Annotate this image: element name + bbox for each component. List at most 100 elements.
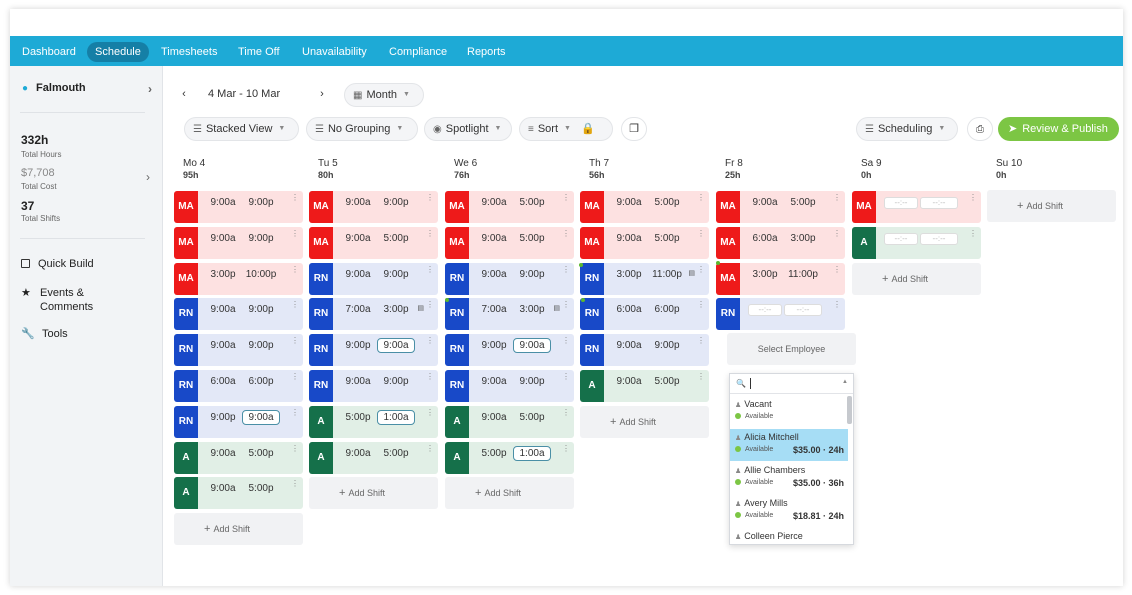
review-publish-button[interactable]: ➤ Review & Publish — [998, 117, 1119, 141]
shift-card[interactable]: A 9:00a 5:00p ⋮ — [174, 441, 303, 474]
select-employee-field[interactable]: Select Employee — [727, 333, 856, 365]
shift-start[interactable]: 9:00a — [616, 376, 642, 387]
shift-end[interactable]: 9:00p — [248, 197, 274, 208]
shift-card[interactable]: RN 7:00a 3:00p ▤ ⋮ — [309, 298, 438, 331]
employee-search[interactable]: 🔍 ▲ — [730, 374, 853, 394]
shift-end[interactable]: 9:00p — [383, 197, 409, 208]
shift-start[interactable]: 9:00a — [345, 268, 371, 280]
shift-end[interactable]: 9:00p — [248, 340, 274, 352]
shift-end[interactable]: 5:00p — [248, 483, 274, 495]
more-icon[interactable]: ⋮ — [426, 336, 434, 346]
shift-end[interactable]: --:-- — [920, 197, 958, 209]
prev-week-button[interactable]: ‹ — [174, 83, 194, 107]
shift-end[interactable]: 11:00p — [788, 268, 818, 280]
shift-end[interactable]: 9:00a — [377, 338, 415, 354]
nav-reports[interactable]: Reports — [467, 46, 506, 58]
period-select[interactable]: ▦ Month ▼ — [344, 83, 424, 107]
shift-card[interactable]: MA 9:00a 5:00p ⋮ — [309, 226, 438, 259]
more-icon[interactable]: ⋮ — [426, 264, 434, 274]
more-icon[interactable]: ⋮ — [426, 443, 434, 453]
more-icon[interactable]: ⋮ — [562, 228, 570, 238]
shift-end[interactable]: 3:00p — [383, 304, 409, 316]
more-icon[interactable]: ⋮ — [426, 372, 434, 381]
more-icon[interactable]: ⋮ — [291, 300, 299, 310]
shift-end[interactable]: 5:00p — [383, 232, 409, 244]
more-icon[interactable]: ⋮ — [833, 228, 841, 238]
more-icon[interactable]: ⋮ — [969, 193, 977, 202]
shift-card[interactable]: A 5:00p 1:00a ⋮ — [309, 405, 438, 438]
quick-build-item[interactable]: Quick Build — [21, 258, 94, 270]
shift-card[interactable]: RN 9:00p 9:00a ⋮ — [309, 334, 438, 367]
shift-card[interactable]: MA --:-- --:-- ⋮ — [852, 191, 981, 223]
shift-start[interactable]: 3:00p — [616, 268, 642, 280]
shift-end[interactable]: --:-- — [920, 232, 958, 245]
chevron-right-icon[interactable]: › — [146, 170, 150, 184]
shift-start[interactable]: 9:00a — [210, 232, 236, 244]
shift-end[interactable]: 9:00a — [513, 338, 551, 354]
shift-end[interactable]: 9:00p — [519, 268, 545, 280]
shift-card[interactable]: RN 6:00a 6:00p ⋮ — [580, 298, 709, 331]
events-comments-item[interactable]: ★ Events & Comments — [21, 286, 101, 314]
shift-start[interactable]: 9:00a — [345, 232, 371, 244]
add-shift-button[interactable]: + Add Shift — [445, 477, 574, 510]
shift-end[interactable]: 5:00p — [654, 232, 680, 244]
shift-start[interactable]: 6:00a — [616, 304, 642, 316]
more-icon[interactable]: ⋮ — [291, 336, 299, 346]
shift-card[interactable]: MA 3:00p 11:00p ⋮ — [716, 262, 845, 295]
shift-card[interactable]: A 9:00a 5:00p ⋮ — [580, 370, 709, 402]
more-icon[interactable]: ⋮ — [291, 443, 299, 453]
add-shift-button[interactable]: + Add Shift — [580, 405, 709, 438]
more-icon[interactable]: ⋮ — [562, 264, 570, 274]
shift-start[interactable]: 9:00a — [481, 411, 507, 423]
more-icon[interactable]: ⋮ — [562, 443, 570, 453]
more-icon[interactable]: ⋮ — [562, 407, 570, 417]
more-icon[interactable]: ⋮ — [291, 407, 299, 417]
shift-start[interactable]: 5:00p — [345, 411, 371, 423]
spotlight-select[interactable]: ◉ Spotlight ▼ — [424, 117, 512, 141]
shift-start[interactable]: 9:00a — [210, 197, 236, 208]
more-icon[interactable]: ⋮ — [697, 300, 705, 310]
shift-end[interactable]: 9:00a — [242, 409, 280, 425]
shift-end[interactable]: 9:00p — [383, 376, 409, 387]
shift-start[interactable]: 9:00p — [345, 340, 371, 352]
nav-schedule[interactable]: Schedule — [87, 42, 149, 62]
shift-start[interactable]: 3:00p — [210, 268, 236, 280]
shift-start[interactable]: 9:00a — [616, 340, 642, 352]
shift-end[interactable]: 5:00p — [519, 197, 545, 208]
shift-card[interactable]: MA 9:00a 5:00p ⋮ — [445, 191, 574, 223]
shift-end[interactable]: 9:00p — [248, 232, 274, 244]
shift-card[interactable]: MA 9:00a 5:00p ⋮ — [716, 191, 845, 223]
add-shift-button[interactable]: + Add Shift — [987, 190, 1116, 222]
shift-end[interactable]: 3:00p — [519, 304, 545, 316]
shift-start[interactable]: --:-- — [884, 197, 918, 209]
shift-end[interactable]: 9:00p — [519, 376, 545, 387]
shift-card[interactable]: RN 7:00a 3:00p ▤ ⋮ — [445, 298, 574, 331]
shift-start[interactable]: 9:00a — [345, 376, 371, 387]
shift-start[interactable]: 9:00a — [210, 340, 236, 352]
shift-start[interactable]: 5:00p — [481, 447, 507, 459]
shift-start[interactable]: 9:00a — [481, 232, 507, 244]
shift-end[interactable]: 9:00p — [383, 268, 409, 280]
shift-card[interactable]: A 9:00a 5:00p ⋮ — [445, 405, 574, 438]
add-shift-button[interactable]: + Add Shift — [309, 477, 438, 510]
shift-card[interactable]: MA 9:00a 9:00p ⋮ — [174, 191, 303, 223]
shift-start[interactable]: 9:00a — [481, 268, 507, 280]
nav-dashboard[interactable]: Dashboard — [22, 46, 76, 58]
next-week-button[interactable]: › — [312, 83, 332, 107]
shift-card[interactable]: RN 9:00p 9:00a ⋮ — [445, 334, 574, 367]
shift-end[interactable]: 3:00p — [790, 232, 816, 244]
more-icon[interactable]: ⋮ — [562, 300, 570, 310]
shift-card[interactable]: RN 9:00a 9:00p ⋮ — [309, 262, 438, 295]
shift-start[interactable]: 3:00p — [752, 268, 778, 280]
shift-start[interactable]: --:-- — [884, 232, 918, 245]
copy-button[interactable]: ❐ — [621, 117, 647, 141]
shift-end[interactable]: 5:00p — [654, 197, 680, 208]
shift-end[interactable]: 1:00a — [513, 445, 551, 461]
add-shift-button[interactable]: + Add Shift — [852, 262, 981, 295]
shift-start[interactable]: 9:00a — [345, 197, 371, 208]
more-icon[interactable]: ⋮ — [697, 228, 705, 238]
more-icon[interactable]: ⋮ — [969, 228, 977, 238]
shift-start[interactable]: 9:00a — [616, 197, 642, 208]
shift-start[interactable]: 9:00a — [210, 447, 236, 459]
shift-end[interactable]: 10:00p — [245, 268, 277, 280]
